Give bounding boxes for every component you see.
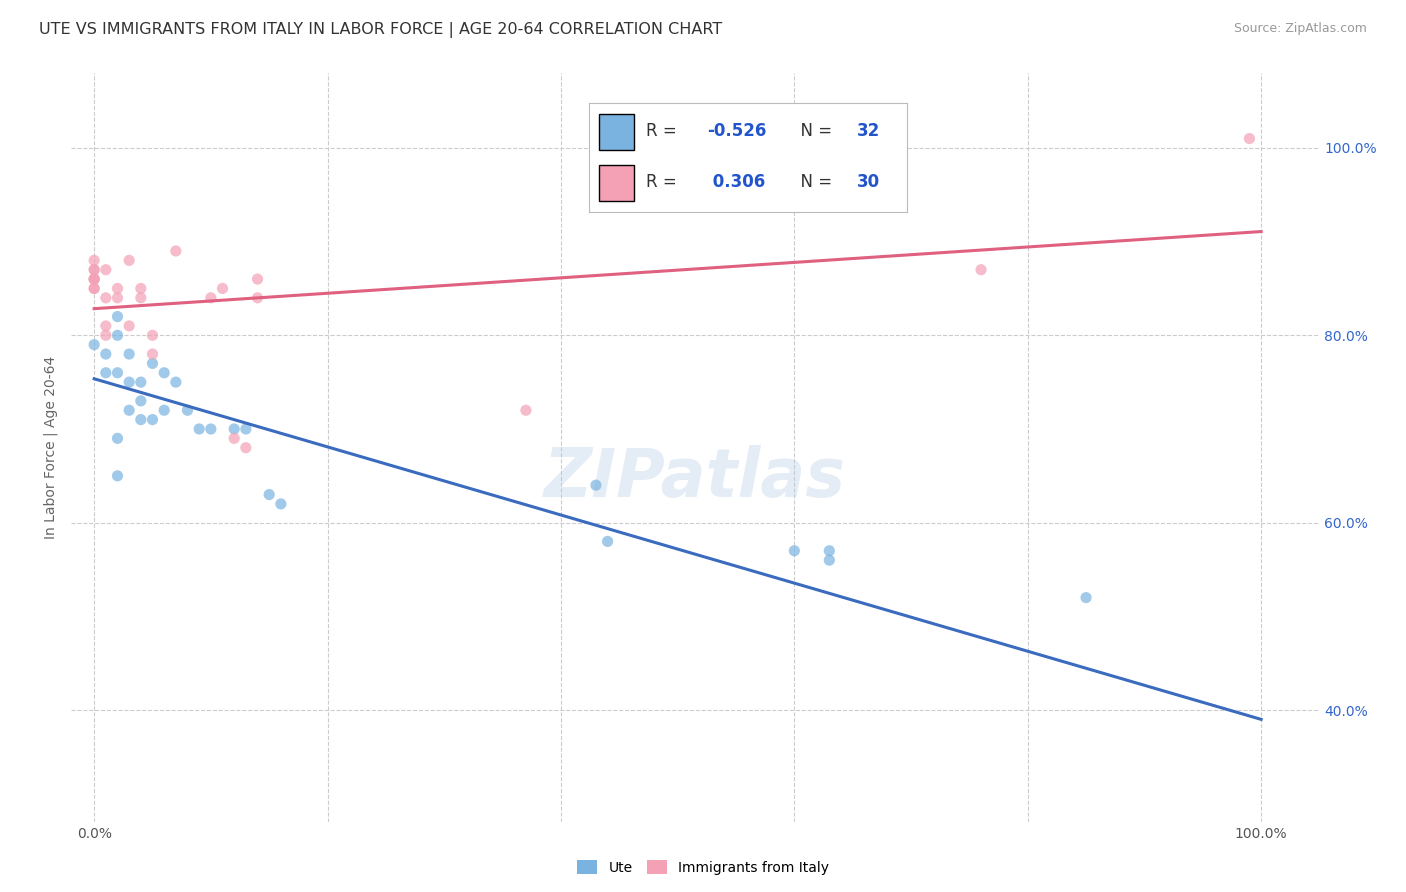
Point	[141, 356, 163, 370]
Text: ZIPatlas: ZIPatlas	[544, 445, 846, 511]
Point	[129, 291, 152, 305]
Point	[129, 375, 152, 389]
Point	[224, 422, 246, 436]
Point	[257, 487, 280, 501]
Point	[211, 281, 233, 295]
Point	[107, 291, 129, 305]
Point	[596, 534, 619, 549]
Point	[141, 412, 163, 426]
Point	[235, 441, 257, 455]
Point	[1074, 591, 1097, 605]
Point	[83, 272, 105, 286]
Point	[94, 366, 117, 380]
Point	[1239, 825, 1261, 839]
Text: Source: ZipAtlas.com: Source: ZipAtlas.com	[1233, 22, 1367, 36]
Legend: Ute, Immigrants from Italy: Ute, Immigrants from Italy	[571, 855, 835, 880]
Point	[515, 403, 537, 417]
Point	[83, 281, 105, 295]
Point	[94, 318, 117, 333]
Point	[118, 318, 141, 333]
Point	[118, 375, 141, 389]
Point	[270, 497, 292, 511]
Point	[129, 393, 152, 408]
Point	[83, 337, 105, 351]
Point	[246, 272, 269, 286]
Point	[235, 422, 257, 436]
Point	[200, 422, 222, 436]
Point	[1239, 131, 1261, 145]
Point	[118, 253, 141, 268]
Point	[783, 543, 806, 558]
Point	[83, 262, 105, 277]
Point	[107, 431, 129, 445]
Point	[129, 281, 152, 295]
Point	[188, 422, 211, 436]
Point	[107, 366, 129, 380]
Point	[107, 281, 129, 295]
Point	[83, 272, 105, 286]
Point	[176, 403, 198, 417]
Point	[83, 253, 105, 268]
Point	[165, 375, 187, 389]
Point	[818, 543, 841, 558]
Point	[94, 291, 117, 305]
Point	[94, 328, 117, 343]
Y-axis label: In Labor Force | Age 20-64: In Labor Force | Age 20-64	[44, 356, 58, 540]
Point	[200, 291, 222, 305]
Point	[970, 262, 993, 277]
Point	[83, 281, 105, 295]
Point	[107, 328, 129, 343]
Point	[94, 262, 117, 277]
Point	[118, 403, 141, 417]
Point	[83, 272, 105, 286]
Point	[141, 328, 163, 343]
Point	[83, 262, 105, 277]
Point	[246, 291, 269, 305]
Point	[153, 403, 176, 417]
Point	[118, 347, 141, 361]
Point	[585, 478, 607, 492]
Point	[818, 553, 841, 567]
Text: UTE VS IMMIGRANTS FROM ITALY IN LABOR FORCE | AGE 20-64 CORRELATION CHART: UTE VS IMMIGRANTS FROM ITALY IN LABOR FO…	[39, 22, 723, 38]
Point	[165, 244, 187, 258]
Point	[224, 431, 246, 445]
Point	[153, 366, 176, 380]
Point	[94, 347, 117, 361]
Point	[129, 412, 152, 426]
Point	[107, 310, 129, 324]
Point	[141, 347, 163, 361]
Point	[107, 468, 129, 483]
